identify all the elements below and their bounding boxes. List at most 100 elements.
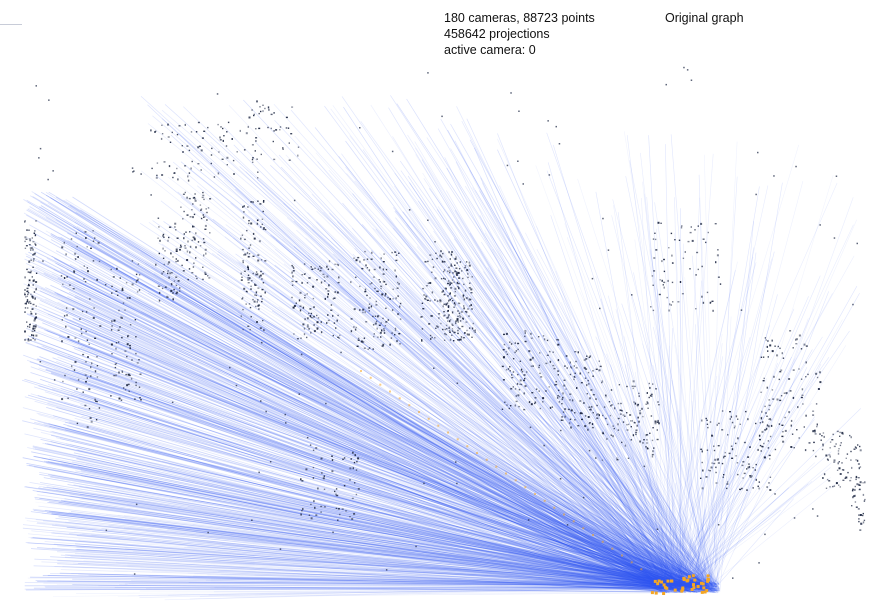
point-1565 [765, 339, 767, 341]
point-883 [449, 283, 451, 285]
ray-15 [34, 193, 663, 592]
point-1639 [837, 462, 839, 465]
ray-932 [35, 501, 694, 584]
point-1041 [516, 382, 519, 385]
point-516 [255, 291, 258, 294]
point-1112 [549, 406, 552, 409]
ray-541 [183, 106, 685, 586]
ray-345 [27, 201, 663, 585]
ray-779 [680, 280, 702, 588]
point-510 [247, 256, 250, 258]
point-293 [174, 222, 177, 225]
point-1163 [584, 425, 587, 428]
ray-783 [693, 501, 709, 586]
point-1829 [190, 167, 192, 170]
ray-286 [34, 292, 666, 590]
point-1614 [836, 469, 839, 471]
ray-557 [176, 282, 697, 590]
ray-615 [152, 220, 676, 591]
point-914 [462, 337, 465, 339]
ray-133 [76, 458, 686, 585]
point-1055 [532, 356, 534, 359]
point-336 [172, 256, 174, 258]
point-1820 [171, 131, 173, 134]
point-202 [94, 370, 97, 373]
point-209 [96, 356, 98, 358]
point-1836 [270, 127, 272, 130]
point-220 [135, 336, 137, 338]
ray-444 [270, 164, 720, 585]
camera-27 [690, 588, 694, 591]
point-1322 [677, 301, 680, 303]
ray-647 [161, 243, 667, 588]
point-1271 [609, 414, 612, 417]
ray-78 [70, 394, 685, 592]
point-1530 [813, 441, 815, 444]
point-1406 [754, 469, 756, 471]
point-1428 [701, 461, 703, 464]
point-1536 [805, 361, 807, 364]
point-1942 [833, 237, 836, 239]
ray-51 [37, 330, 711, 588]
point-1329 [657, 221, 660, 224]
ray-307 [52, 487, 708, 584]
point-446 [257, 259, 260, 262]
ray-721 [692, 186, 760, 588]
point-981 [446, 317, 449, 319]
point-28 [25, 302, 27, 305]
point-1890 [854, 485, 856, 488]
ray-938 [217, 549, 694, 589]
point-599 [295, 280, 298, 283]
ray-134 [33, 427, 688, 587]
ray-247 [36, 412, 700, 585]
point-1456 [749, 475, 752, 477]
point-1817 [151, 167, 153, 170]
point-1177 [595, 368, 598, 370]
ray-892 [124, 515, 719, 585]
point-1670 [849, 434, 851, 437]
ray-1012 [183, 475, 697, 590]
point-536 [243, 287, 246, 290]
ray-335 [34, 421, 679, 587]
point-1657 [826, 478, 829, 481]
ray-886 [145, 588, 719, 592]
ray-311 [56, 293, 707, 591]
ray-889 [83, 560, 701, 584]
point-761 [355, 326, 357, 329]
point-112 [31, 334, 33, 337]
point-9 [30, 270, 33, 272]
ray-30 [69, 204, 677, 591]
point-1630 [855, 459, 857, 461]
ray-818 [694, 435, 765, 589]
point-1264 [633, 385, 636, 388]
point-554 [304, 273, 306, 275]
ray-907 [184, 546, 675, 590]
ray-324 [31, 537, 691, 584]
ray-778 [660, 345, 670, 584]
ray-952 [213, 535, 694, 587]
ray-730 [546, 170, 706, 585]
point-121 [85, 330, 87, 333]
point-1026 [530, 365, 533, 367]
point-187 [84, 281, 87, 283]
ray-506 [409, 220, 708, 585]
ray-372 [75, 295, 675, 587]
ray-549 [197, 267, 686, 586]
point-122 [95, 419, 98, 421]
point-909 [447, 315, 450, 318]
ray-700 [668, 379, 766, 593]
point-1038 [530, 403, 533, 406]
point-1447 [714, 458, 716, 461]
ray-487 [223, 126, 677, 593]
point-1642 [840, 442, 842, 444]
point-991 [448, 300, 450, 302]
ray-877 [677, 483, 809, 593]
point-378 [191, 272, 194, 274]
ray-677 [375, 228, 677, 588]
point-1575 [777, 345, 779, 348]
ray-902 [199, 592, 676, 597]
point-264 [110, 343, 113, 346]
ray-38 [62, 285, 692, 593]
